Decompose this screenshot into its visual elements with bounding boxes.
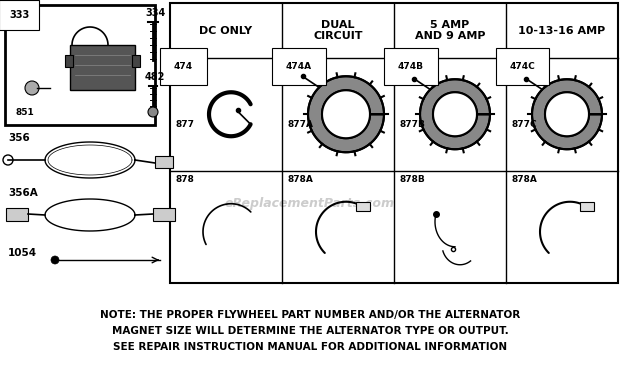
Text: DUAL
CIRCUIT: DUAL CIRCUIT: [313, 20, 363, 41]
Bar: [70, 45, 135, 90]
Circle shape: [25, 81, 39, 95]
Text: 877: 877: [175, 120, 194, 129]
Text: 356: 356: [8, 133, 30, 143]
Polygon shape: [532, 79, 602, 149]
Circle shape: [322, 90, 370, 138]
Text: 333: 333: [9, 10, 29, 20]
Text: 1054: 1054: [8, 248, 37, 258]
Text: 878A: 878A: [287, 174, 313, 183]
Text: 5 AMP
AND 9 AMP: 5 AMP AND 9 AMP: [415, 20, 485, 41]
Text: 851: 851: [15, 108, 33, 117]
Bar: [356, 203, 370, 211]
Bar: [6, 208, 28, 221]
Text: 878: 878: [175, 174, 194, 183]
Text: DC ONLY: DC ONLY: [200, 26, 252, 35]
Polygon shape: [308, 76, 384, 152]
Text: 877C: 877C: [511, 120, 537, 129]
Circle shape: [148, 107, 158, 117]
Text: 356A: 356A: [8, 188, 38, 198]
Text: NOTE: THE PROPER FLYWHEEL PART NUMBER AND/OR THE ALTERNATOR: NOTE: THE PROPER FLYWHEEL PART NUMBER AN…: [100, 310, 520, 320]
Bar: [580, 203, 593, 211]
Text: 474: 474: [174, 62, 193, 71]
Text: eReplacementParts.com: eReplacementParts.com: [225, 197, 395, 209]
Bar: [153, 208, 175, 221]
Text: 878B: 878B: [399, 174, 425, 183]
Text: 474B: 474B: [398, 62, 424, 71]
Text: 877B: 877B: [399, 120, 425, 129]
Text: 334: 334: [145, 8, 166, 18]
Text: 878A: 878A: [511, 174, 537, 183]
Circle shape: [433, 92, 477, 136]
Text: 474A: 474A: [286, 62, 312, 71]
Bar: [132, 55, 140, 67]
Circle shape: [51, 256, 59, 264]
Text: 877A: 877A: [287, 120, 313, 129]
Circle shape: [545, 92, 589, 136]
Text: SEE REPAIR INSTRUCTION MANUAL FOR ADDITIONAL INFORMATION: SEE REPAIR INSTRUCTION MANUAL FOR ADDITI…: [113, 342, 507, 352]
Text: MAGNET SIZE WILL DETERMINE THE ALTERNATOR TYPE OR OUTPUT.: MAGNET SIZE WILL DETERMINE THE ALTERNATO…: [112, 326, 508, 336]
Bar: [65, 55, 73, 67]
Bar: [170, 3, 618, 283]
Bar: [5, 5, 155, 125]
Text: 10-13-16 AMP: 10-13-16 AMP: [518, 26, 606, 35]
Text: 482: 482: [145, 72, 166, 82]
Text: 474C: 474C: [510, 62, 536, 71]
Polygon shape: [420, 79, 490, 149]
Bar: [155, 156, 173, 168]
